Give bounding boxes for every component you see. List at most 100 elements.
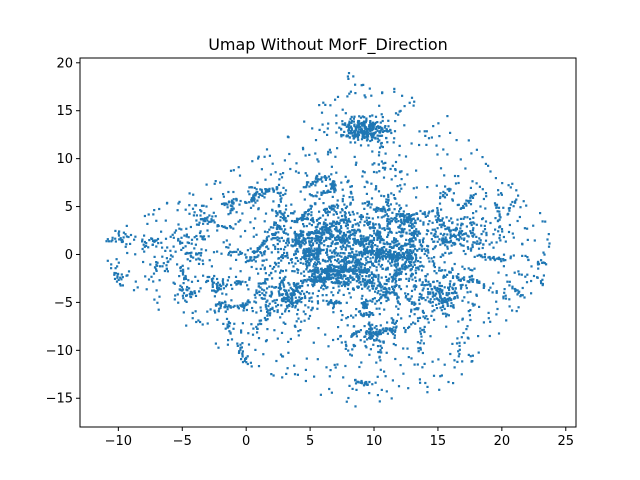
data-point	[379, 235, 382, 238]
data-point	[379, 368, 382, 371]
data-point	[405, 204, 408, 207]
data-point	[365, 313, 368, 316]
data-point	[347, 282, 350, 285]
data-point	[347, 269, 350, 272]
data-point	[283, 224, 286, 228]
data-point	[385, 291, 388, 294]
data-point	[399, 109, 402, 112]
data-point	[401, 258, 404, 261]
data-point	[388, 222, 391, 225]
data-point	[122, 236, 125, 239]
data-point	[331, 281, 334, 284]
data-point	[367, 280, 370, 283]
data-point	[113, 273, 116, 276]
data-point	[351, 120, 354, 123]
data-point	[389, 129, 392, 132]
data-point	[435, 297, 438, 300]
data-point	[308, 240, 311, 244]
data-point	[393, 336, 396, 339]
data-point	[452, 382, 455, 385]
data-point	[176, 293, 179, 296]
data-point	[284, 228, 287, 231]
data-point	[418, 316, 422, 319]
data-point	[460, 336, 463, 339]
data-point	[359, 381, 362, 384]
data-point	[321, 214, 325, 217]
data-point	[456, 218, 459, 221]
data-point	[323, 233, 326, 236]
data-point	[511, 309, 514, 312]
data-point	[322, 202, 325, 205]
data-point	[370, 226, 373, 229]
data-point	[222, 195, 225, 198]
data-point	[216, 250, 219, 253]
data-point	[459, 278, 462, 281]
data-point	[344, 233, 347, 236]
data-point	[326, 260, 329, 263]
data-point	[297, 269, 300, 272]
data-point	[380, 209, 383, 212]
data-point	[276, 213, 279, 216]
data-point	[267, 247, 270, 250]
data-point	[345, 125, 348, 128]
data-point	[121, 284, 124, 287]
data-point	[348, 136, 351, 139]
data-point	[261, 264, 264, 267]
data-point	[313, 254, 316, 257]
data-point	[342, 194, 345, 197]
data-point	[332, 272, 335, 276]
data-point	[426, 249, 430, 252]
data-point	[403, 326, 406, 330]
data-point	[382, 327, 385, 330]
data-point	[284, 308, 287, 311]
data-point	[385, 249, 388, 252]
data-point	[354, 141, 357, 144]
data-point	[442, 234, 445, 237]
data-point	[294, 244, 297, 247]
data-point	[311, 272, 314, 275]
data-point	[369, 139, 372, 143]
data-point	[432, 280, 435, 283]
data-point	[314, 139, 318, 142]
data-point	[349, 353, 352, 356]
data-point	[357, 258, 360, 262]
data-point	[436, 207, 439, 210]
data-point	[289, 337, 292, 341]
data-point	[387, 253, 390, 257]
data-point	[374, 275, 377, 279]
data-point	[341, 197, 344, 201]
data-point	[499, 239, 502, 242]
data-point	[423, 211, 426, 214]
data-point	[392, 246, 395, 249]
data-point	[238, 174, 242, 177]
data-point	[463, 233, 466, 236]
data-point	[483, 224, 486, 227]
data-point	[324, 103, 327, 106]
data-point	[314, 177, 317, 180]
data-point	[343, 130, 346, 133]
data-point	[318, 222, 321, 225]
data-point	[302, 251, 305, 254]
data-point	[408, 239, 411, 242]
data-point	[172, 281, 175, 284]
data-point	[312, 255, 315, 258]
data-point	[339, 225, 343, 228]
data-point	[478, 242, 481, 245]
data-point	[285, 269, 288, 272]
data-point	[304, 241, 307, 244]
data-point	[324, 226, 327, 229]
data-point	[182, 311, 185, 314]
data-point	[446, 294, 449, 297]
data-point	[235, 198, 238, 201]
data-point	[365, 275, 368, 278]
data-point	[494, 217, 497, 220]
data-point	[307, 247, 310, 250]
data-point	[410, 225, 413, 228]
data-point	[332, 185, 335, 188]
data-point	[523, 296, 526, 299]
data-point	[455, 342, 459, 345]
data-point	[397, 247, 401, 250]
data-point	[324, 176, 327, 179]
data-point	[455, 228, 458, 231]
data-point	[398, 242, 401, 245]
